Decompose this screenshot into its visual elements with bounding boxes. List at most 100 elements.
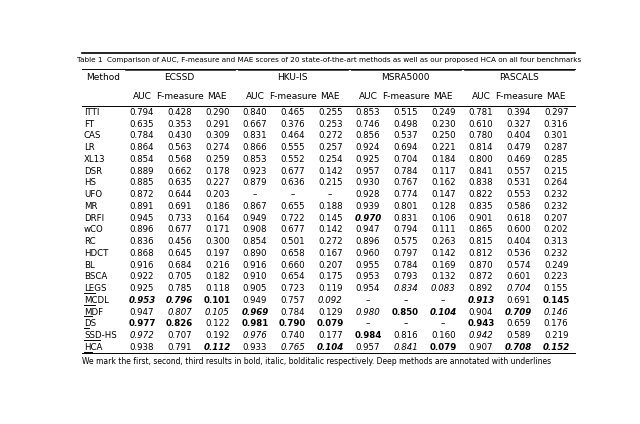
Text: 0.784: 0.784 xyxy=(130,131,154,140)
Text: F-measure: F-measure xyxy=(495,92,543,101)
Text: 0.691: 0.691 xyxy=(168,202,192,211)
Text: CAS: CAS xyxy=(84,131,101,140)
Text: 0.146: 0.146 xyxy=(544,307,568,317)
Text: 0.815: 0.815 xyxy=(468,237,493,246)
Text: 0.872: 0.872 xyxy=(130,190,154,199)
Text: 0.219: 0.219 xyxy=(544,331,568,340)
Text: –: – xyxy=(403,296,408,305)
Text: ECSSD: ECSSD xyxy=(164,73,195,82)
Text: 0.155: 0.155 xyxy=(544,284,568,293)
Text: 0.147: 0.147 xyxy=(431,190,456,199)
Text: 0.169: 0.169 xyxy=(431,261,456,270)
Text: 0.117: 0.117 xyxy=(431,167,456,176)
Text: 0.925: 0.925 xyxy=(130,284,154,293)
Text: 0.655: 0.655 xyxy=(280,202,305,211)
Text: 0.660: 0.660 xyxy=(280,261,305,270)
Text: 0.841: 0.841 xyxy=(393,343,418,352)
Text: 0.838: 0.838 xyxy=(468,178,493,187)
Text: MAE: MAE xyxy=(547,92,566,101)
Text: 0.101: 0.101 xyxy=(204,296,231,305)
Text: 0.479: 0.479 xyxy=(506,143,531,152)
Text: 0.854: 0.854 xyxy=(243,237,268,246)
Text: 0.916: 0.916 xyxy=(130,261,154,270)
Text: 0.784: 0.784 xyxy=(280,307,305,317)
Text: MAE: MAE xyxy=(207,92,227,101)
Text: 0.922: 0.922 xyxy=(130,272,154,281)
Text: 0.264: 0.264 xyxy=(544,178,568,187)
Text: –: – xyxy=(365,319,370,328)
Text: 0.723: 0.723 xyxy=(280,284,305,293)
Text: 0.498: 0.498 xyxy=(394,120,418,128)
Text: 0.784: 0.784 xyxy=(393,261,418,270)
Text: 0.930: 0.930 xyxy=(356,178,380,187)
Text: 0.112: 0.112 xyxy=(204,343,231,352)
Text: 0.145: 0.145 xyxy=(318,214,342,223)
Text: 0.816: 0.816 xyxy=(393,331,418,340)
Text: 0.152: 0.152 xyxy=(543,343,570,352)
Text: 0.215: 0.215 xyxy=(544,167,568,176)
Text: –: – xyxy=(291,190,295,199)
Text: 0.972: 0.972 xyxy=(130,331,154,340)
Text: 0.600: 0.600 xyxy=(506,225,531,234)
Text: 0.197: 0.197 xyxy=(205,249,230,258)
Text: 0.740: 0.740 xyxy=(280,331,305,340)
Text: 0.253: 0.253 xyxy=(318,120,342,128)
Text: 0.784: 0.784 xyxy=(393,167,418,176)
Text: LEGS: LEGS xyxy=(84,284,106,293)
Text: 0.854: 0.854 xyxy=(130,155,154,164)
Text: 0.865: 0.865 xyxy=(468,225,493,234)
Text: 0.257: 0.257 xyxy=(318,143,342,152)
Text: 0.977: 0.977 xyxy=(128,319,156,328)
Text: 0.175: 0.175 xyxy=(318,272,342,281)
Text: 0.428: 0.428 xyxy=(167,108,192,117)
Text: HDCT: HDCT xyxy=(84,249,108,258)
Text: 0.722: 0.722 xyxy=(280,214,305,223)
Text: 0.757: 0.757 xyxy=(280,296,305,305)
Text: 0.104: 0.104 xyxy=(317,343,344,352)
Text: 0.957: 0.957 xyxy=(356,167,380,176)
Text: 0.092: 0.092 xyxy=(318,296,342,305)
Text: 0.083: 0.083 xyxy=(431,284,456,293)
Text: 0.122: 0.122 xyxy=(205,319,230,328)
Text: 0.501: 0.501 xyxy=(280,237,305,246)
Text: 0.635: 0.635 xyxy=(130,120,154,128)
Text: 0.536: 0.536 xyxy=(506,249,531,258)
Text: 0.353: 0.353 xyxy=(167,120,192,128)
Text: 0.984: 0.984 xyxy=(354,331,381,340)
Text: HKU-IS: HKU-IS xyxy=(277,73,308,82)
Text: 0.223: 0.223 xyxy=(544,272,568,281)
Text: 0.104: 0.104 xyxy=(429,307,457,317)
Text: 0.203: 0.203 xyxy=(205,190,230,199)
Text: 0.221: 0.221 xyxy=(431,143,456,152)
Text: 0.981: 0.981 xyxy=(241,319,269,328)
Text: 0.957: 0.957 xyxy=(356,343,380,352)
Text: 0.662: 0.662 xyxy=(167,167,192,176)
Text: 0.781: 0.781 xyxy=(468,108,493,117)
Text: We mark the first, second, third results in bold, italic, bolditalic respectivel: We mark the first, second, third results… xyxy=(83,357,552,366)
Text: 0.879: 0.879 xyxy=(243,178,267,187)
Text: 0.192: 0.192 xyxy=(205,331,230,340)
Text: 0.780: 0.780 xyxy=(468,131,493,140)
Text: 0.969: 0.969 xyxy=(241,307,269,317)
Text: BSCA: BSCA xyxy=(84,272,108,281)
Text: 0.177: 0.177 xyxy=(318,331,342,340)
Text: 0.767: 0.767 xyxy=(393,178,418,187)
Text: 0.892: 0.892 xyxy=(468,284,493,293)
Text: 0.955: 0.955 xyxy=(356,261,380,270)
Text: BL: BL xyxy=(84,261,95,270)
Text: 0.705: 0.705 xyxy=(167,272,192,281)
Text: SSD-HS: SSD-HS xyxy=(84,331,116,340)
Text: 0.677: 0.677 xyxy=(167,225,192,234)
Text: 0.142: 0.142 xyxy=(431,249,456,258)
Text: 0.908: 0.908 xyxy=(243,225,267,234)
Text: 0.841: 0.841 xyxy=(468,167,493,176)
Text: 0.812: 0.812 xyxy=(468,249,493,258)
Text: 0.465: 0.465 xyxy=(280,108,305,117)
Text: 0.610: 0.610 xyxy=(468,120,493,128)
Text: 0.376: 0.376 xyxy=(280,120,305,128)
Text: 0.933: 0.933 xyxy=(243,343,267,352)
Text: 0.563: 0.563 xyxy=(167,143,192,152)
Text: 0.677: 0.677 xyxy=(280,167,305,176)
Text: 0.227: 0.227 xyxy=(205,178,230,187)
Text: PASCALS: PASCALS xyxy=(499,73,538,82)
